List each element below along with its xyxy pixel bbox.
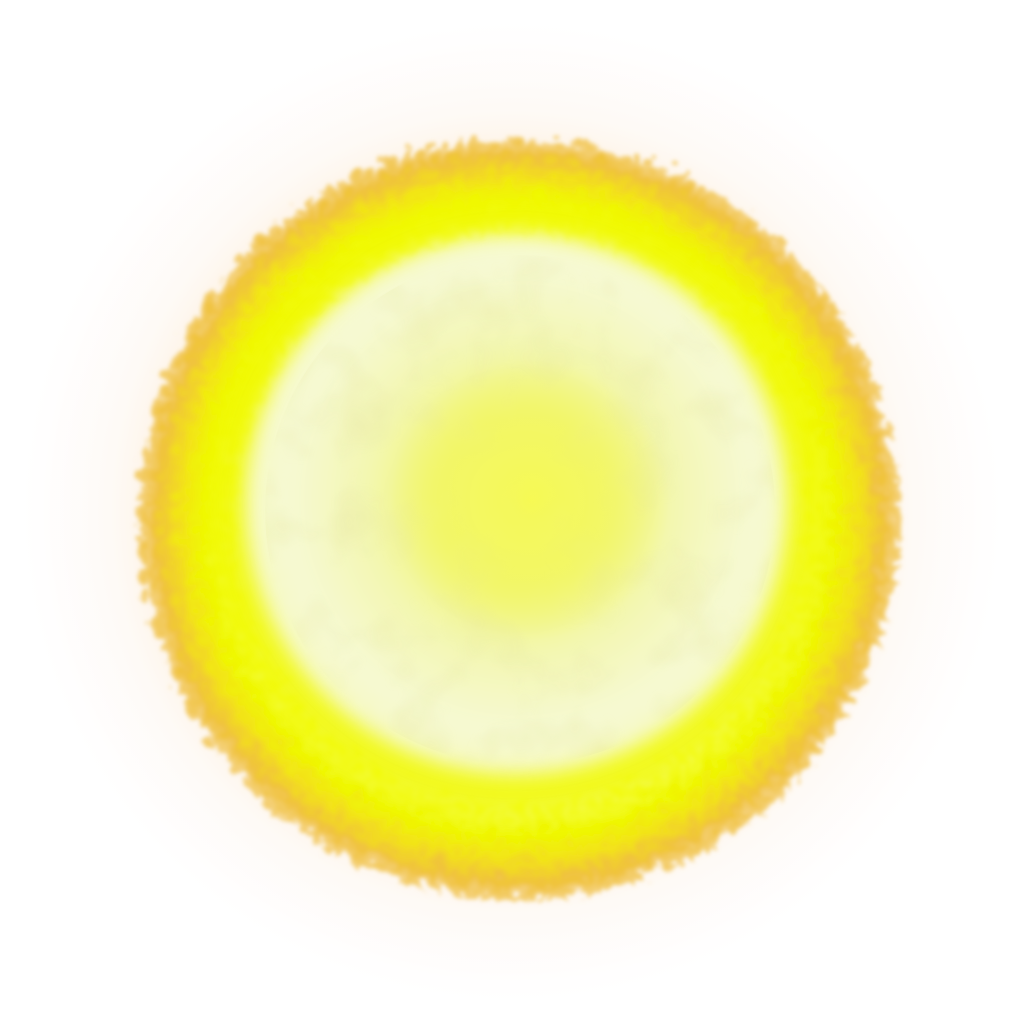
bright-ring [203,193,827,817]
core-bloom [390,360,670,640]
